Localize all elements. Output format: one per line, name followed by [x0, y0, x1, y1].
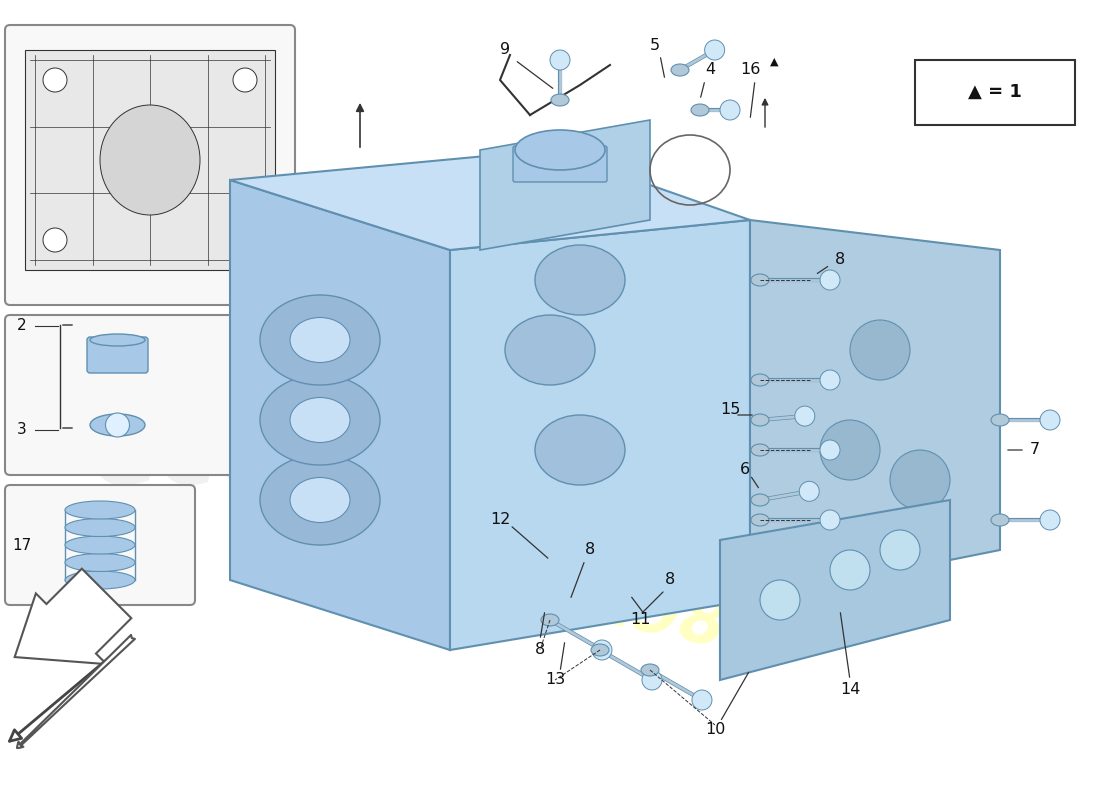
Text: 1985: 1985: [582, 569, 778, 671]
Circle shape: [233, 228, 257, 252]
Circle shape: [1040, 510, 1060, 530]
Circle shape: [820, 440, 840, 460]
Circle shape: [233, 68, 257, 92]
Ellipse shape: [260, 295, 379, 385]
Text: 8: 8: [585, 542, 595, 558]
Text: 4: 4: [705, 62, 715, 78]
Circle shape: [106, 413, 130, 437]
Polygon shape: [720, 500, 950, 680]
Ellipse shape: [535, 245, 625, 315]
Text: 9: 9: [499, 42, 510, 58]
Text: 16: 16: [740, 62, 760, 78]
Ellipse shape: [541, 614, 559, 626]
Circle shape: [820, 270, 840, 290]
Ellipse shape: [991, 414, 1009, 426]
Text: 6: 6: [740, 462, 750, 478]
Circle shape: [705, 40, 725, 60]
Ellipse shape: [591, 644, 609, 656]
Polygon shape: [480, 120, 650, 250]
Bar: [25, 50, 275, 270]
FancyBboxPatch shape: [915, 60, 1075, 125]
Circle shape: [880, 530, 920, 570]
Ellipse shape: [100, 105, 200, 215]
Ellipse shape: [65, 554, 135, 571]
Ellipse shape: [260, 455, 379, 545]
Ellipse shape: [671, 64, 689, 76]
Ellipse shape: [641, 664, 659, 676]
Text: 14: 14: [839, 682, 860, 698]
Circle shape: [795, 406, 815, 426]
Ellipse shape: [991, 514, 1009, 526]
Circle shape: [43, 68, 67, 92]
Text: ▲ = 1: ▲ = 1: [968, 83, 1022, 101]
Ellipse shape: [290, 478, 350, 522]
Ellipse shape: [65, 518, 135, 537]
Text: 12: 12: [490, 513, 510, 527]
Circle shape: [642, 670, 662, 690]
Text: 8: 8: [535, 642, 546, 658]
Ellipse shape: [65, 501, 135, 519]
Ellipse shape: [290, 398, 350, 442]
Ellipse shape: [751, 444, 769, 456]
Text: 5: 5: [650, 38, 660, 53]
Text: 17: 17: [12, 538, 32, 553]
Ellipse shape: [751, 274, 769, 286]
Ellipse shape: [751, 494, 769, 506]
Text: a passion for parts since 1985: a passion for parts since 1985: [339, 424, 761, 536]
Circle shape: [43, 228, 67, 252]
Text: europ
eces: europ eces: [56, 295, 384, 505]
FancyBboxPatch shape: [6, 485, 195, 605]
Circle shape: [820, 510, 840, 530]
Ellipse shape: [751, 514, 769, 526]
Circle shape: [592, 640, 612, 660]
Text: 7: 7: [1030, 442, 1041, 458]
Text: 11: 11: [629, 613, 650, 627]
FancyBboxPatch shape: [6, 315, 245, 475]
Ellipse shape: [65, 536, 135, 554]
Text: 15: 15: [719, 402, 740, 418]
Ellipse shape: [515, 130, 605, 170]
Polygon shape: [14, 569, 131, 664]
Ellipse shape: [535, 415, 625, 485]
Circle shape: [820, 420, 880, 480]
Polygon shape: [230, 180, 450, 650]
Ellipse shape: [505, 315, 595, 385]
Ellipse shape: [65, 571, 135, 589]
Circle shape: [830, 550, 870, 590]
Circle shape: [550, 50, 570, 70]
Circle shape: [1040, 410, 1060, 430]
Text: 13: 13: [544, 673, 565, 687]
Ellipse shape: [551, 94, 569, 106]
Circle shape: [800, 482, 820, 502]
Circle shape: [890, 450, 950, 510]
Ellipse shape: [691, 104, 710, 116]
Ellipse shape: [751, 374, 769, 386]
Ellipse shape: [90, 334, 145, 346]
Polygon shape: [230, 150, 750, 250]
Circle shape: [692, 690, 712, 710]
Ellipse shape: [290, 318, 350, 362]
Ellipse shape: [90, 414, 145, 436]
Ellipse shape: [260, 375, 379, 465]
Circle shape: [820, 370, 840, 390]
FancyBboxPatch shape: [6, 25, 295, 305]
Text: 2: 2: [18, 318, 26, 334]
FancyBboxPatch shape: [87, 337, 148, 373]
Circle shape: [760, 580, 800, 620]
Polygon shape: [450, 220, 750, 650]
Polygon shape: [750, 220, 1000, 600]
Ellipse shape: [751, 414, 769, 426]
Text: 8: 8: [664, 573, 675, 587]
Circle shape: [720, 100, 740, 120]
Circle shape: [850, 320, 910, 380]
Text: 8: 8: [835, 253, 845, 267]
Text: 10: 10: [705, 722, 725, 738]
FancyBboxPatch shape: [513, 146, 607, 182]
Text: ▲: ▲: [770, 57, 779, 67]
Text: 3: 3: [18, 422, 26, 438]
